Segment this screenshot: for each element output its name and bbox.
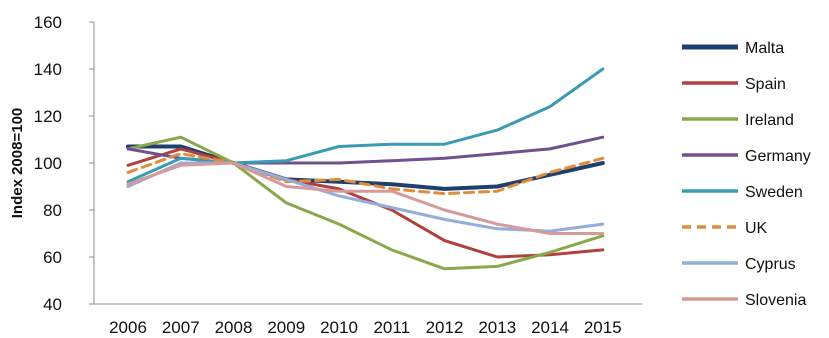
y-tick-label: 40 bbox=[43, 295, 62, 314]
legend-label-ireland: Ireland bbox=[745, 112, 794, 129]
y-axis-label: Index 2008=100 bbox=[9, 108, 26, 219]
y-tick-label: 100 bbox=[34, 154, 62, 173]
legend-label-germany: Germany bbox=[745, 148, 811, 165]
legend-label-cyprus: Cyprus bbox=[745, 256, 796, 273]
legend: Malta Spain Ireland Germany Sweden UK Cyprus Sl… bbox=[682, 40, 811, 309]
y-tick-label: 160 bbox=[34, 13, 62, 32]
x-tick-label: 2014 bbox=[531, 318, 569, 337]
x-tick-label: 2009 bbox=[267, 318, 305, 337]
legend-label-malta: Malta bbox=[745, 40, 784, 57]
x-tick-label: 2015 bbox=[584, 318, 622, 337]
x-tick-label: 2006 bbox=[109, 318, 147, 337]
y-tick-label: 140 bbox=[34, 60, 62, 79]
tick-labels: 40 60 80 100 120 140 160 2006 2007 2008 2009 2010 20… bbox=[34, 13, 622, 337]
series-line-spain bbox=[126, 147, 605, 259]
legend-label-spain: Spain bbox=[745, 76, 786, 93]
x-tick-label: 2013 bbox=[478, 318, 516, 337]
series-lines bbox=[126, 67, 605, 271]
series-line-sweden bbox=[126, 67, 605, 184]
x-tick-label: 2008 bbox=[215, 318, 253, 337]
series-line-slovenia bbox=[126, 161, 605, 235]
series-line-cyprus bbox=[126, 161, 605, 233]
x-tick-label: 2010 bbox=[320, 318, 358, 337]
axes bbox=[89, 21, 642, 305]
legend-label-sweden: Sweden bbox=[745, 184, 803, 201]
x-tick-label: 2012 bbox=[426, 318, 464, 337]
series-line-uk bbox=[126, 152, 605, 196]
legend-label-slovenia: Slovenia bbox=[745, 292, 806, 309]
y-tick-label: 120 bbox=[34, 107, 62, 126]
legend-label-uk: UK bbox=[745, 220, 768, 237]
y-tick-label: 80 bbox=[43, 201, 62, 220]
y-tick-label: 60 bbox=[43, 248, 62, 267]
series-line-ireland bbox=[126, 135, 605, 271]
x-tick-label: 2007 bbox=[162, 318, 200, 337]
x-tick-label: 2011 bbox=[373, 318, 410, 337]
